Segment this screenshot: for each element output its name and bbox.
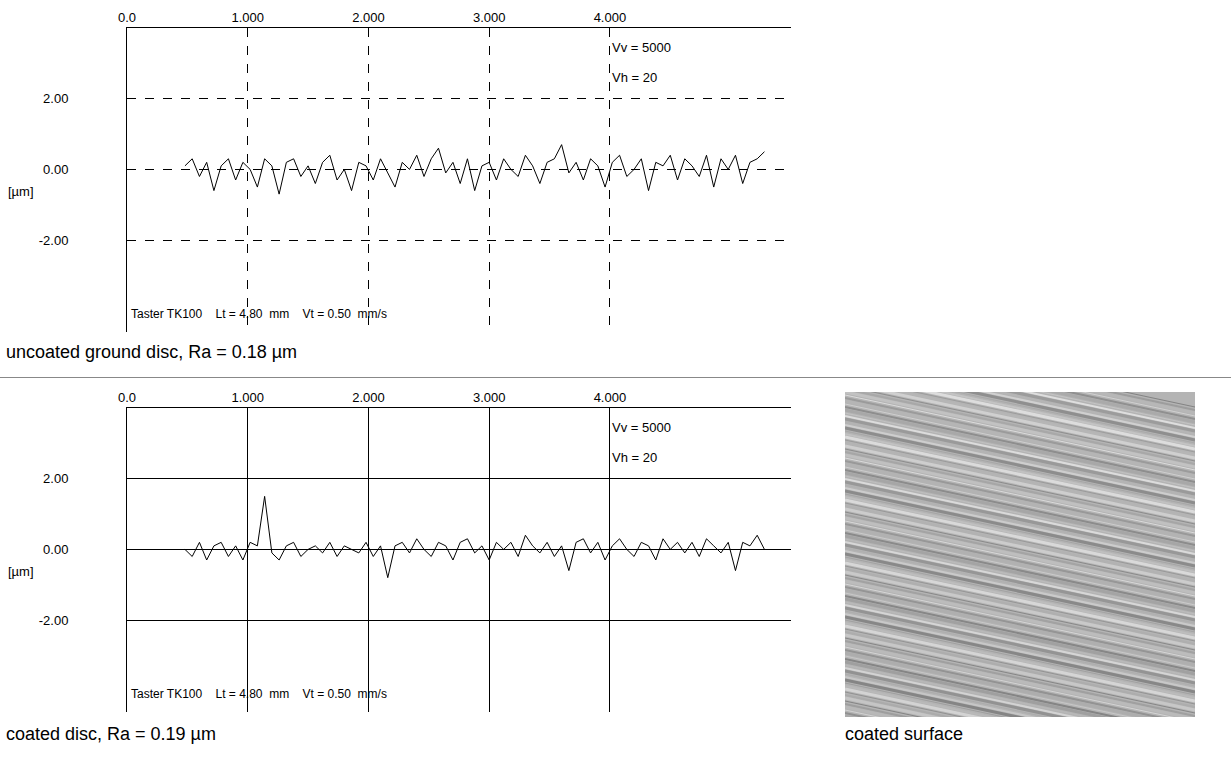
svg-text:Vh = 20: Vh = 20 xyxy=(612,70,657,85)
svg-text:Taster TK100 Lt = 4.80 mm: Taster TK100 Lt = 4.80 mm Vt = 0.50 mm/s xyxy=(131,687,387,701)
svg-text:4.000: 4.000 xyxy=(594,10,627,25)
svg-text:-2.00: -2.00 xyxy=(39,613,69,628)
svg-text:Vh = 20: Vh = 20 xyxy=(612,450,657,465)
svg-text:[µm]: [µm] xyxy=(8,184,34,199)
svg-text:2.000: 2.000 xyxy=(352,10,385,25)
svg-text:4.000: 4.000 xyxy=(594,390,627,405)
svg-text:Vv = 5000: Vv = 5000 xyxy=(612,40,671,55)
svg-text:[µm]: [µm] xyxy=(8,564,34,579)
svg-text:-2.00: -2.00 xyxy=(39,233,69,248)
svg-text:3.000: 3.000 xyxy=(473,390,506,405)
svg-text:1.000: 1.000 xyxy=(231,10,264,25)
svg-text:3.000: 3.000 xyxy=(473,10,506,25)
svg-text:2.00: 2.00 xyxy=(43,91,68,106)
svg-text:0.0: 0.0 xyxy=(118,10,136,25)
svg-text:Vv = 5000: Vv = 5000 xyxy=(612,420,671,435)
html-text:uncoated ground disc, Ra = 0.1: uncoated ground disc, Ra = 0.18 µm xyxy=(6,342,298,362)
svg-text:2.000: 2.000 xyxy=(352,390,385,405)
html-text:coated surface: coated surface xyxy=(845,724,964,744)
svg-text:2.00: 2.00 xyxy=(43,471,68,486)
svg-text:0.00: 0.00 xyxy=(43,162,68,177)
svg-text:1.000: 1.000 xyxy=(231,390,264,405)
svg-text:Taster TK100 Lt = 4.80 mm: Taster TK100 Lt = 4.80 mm Vt = 0.50 mm/s xyxy=(131,307,387,321)
html-text:coated disc, Ra = 0.19 µm: coated disc, Ra = 0.19 µm xyxy=(6,724,216,744)
svg-text:0.0: 0.0 xyxy=(118,390,136,405)
svg-text:0.00: 0.00 xyxy=(43,542,68,557)
